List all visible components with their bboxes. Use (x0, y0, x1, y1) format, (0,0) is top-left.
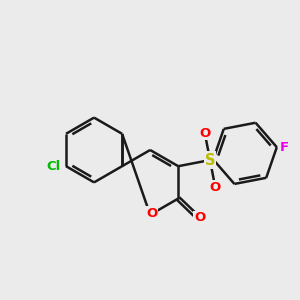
Text: Cl: Cl (46, 160, 61, 173)
Text: O: O (199, 127, 210, 140)
Text: O: O (210, 181, 221, 194)
Text: O: O (194, 211, 205, 224)
Text: F: F (280, 141, 289, 154)
Text: O: O (146, 207, 157, 220)
Text: S: S (205, 153, 215, 168)
